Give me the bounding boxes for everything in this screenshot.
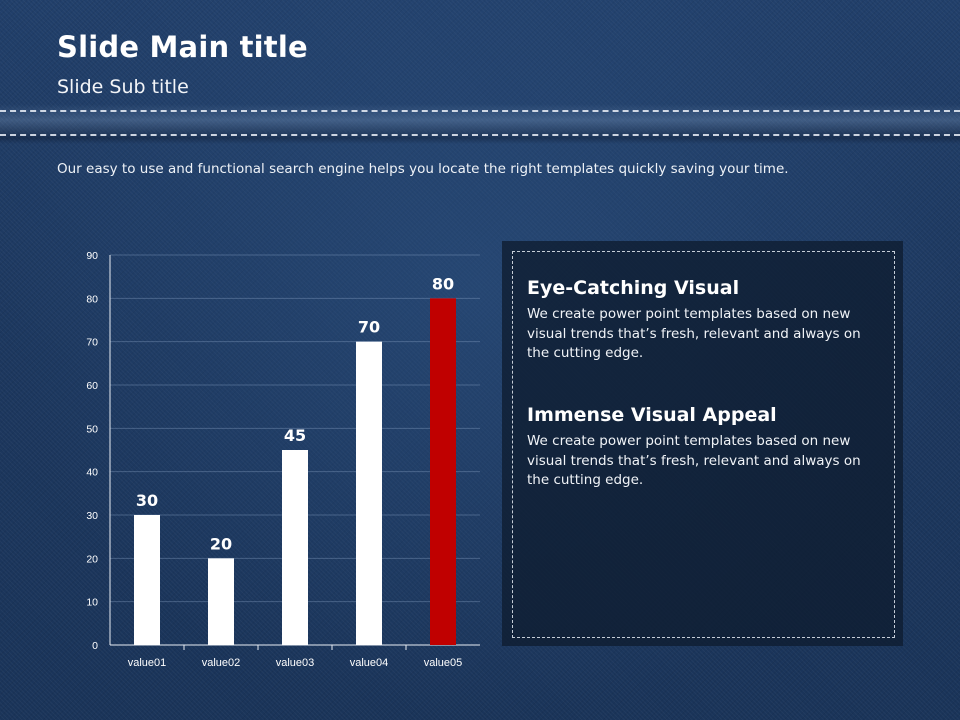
y-tick-label: 10 <box>86 597 98 609</box>
bar-value03 <box>282 450 308 645</box>
y-tick-label: 30 <box>86 510 98 522</box>
x-tick-label: value04 <box>350 657 389 669</box>
x-tick-label: value02 <box>202 657 241 669</box>
data-label: 45 <box>284 426 306 445</box>
x-tick-label: value03 <box>276 657 315 669</box>
slide-description: Our easy to use and functional search en… <box>57 161 789 177</box>
bar-value04 <box>356 341 382 645</box>
y-tick-label: 90 <box>86 250 98 262</box>
feature-title-2: Immense Visual Appeal <box>527 404 777 426</box>
y-tick-label: 60 <box>86 380 98 392</box>
bar-value02 <box>208 558 234 645</box>
data-label: 30 <box>136 491 158 510</box>
feature-text-1: We create power point templates based on… <box>527 306 861 361</box>
x-tick-label: value01 <box>128 657 167 669</box>
feature-block-1: Eye-Catching Visual We create power poin… <box>527 277 867 364</box>
bar-value05 <box>430 298 456 645</box>
y-tick-label: 20 <box>86 553 98 565</box>
x-tick-label: value05 <box>424 657 463 669</box>
data-label: 20 <box>210 534 232 553</box>
data-label: 80 <box>432 274 454 293</box>
info-panel: Eye-Catching Visual We create power poin… <box>502 241 903 646</box>
y-tick-label: 40 <box>86 467 98 479</box>
slide-title: Slide Main title <box>57 30 308 64</box>
y-tick-label: 70 <box>86 337 98 349</box>
bar-value01 <box>134 515 160 645</box>
feature-title-1: Eye-Catching Visual <box>527 277 740 299</box>
feature-text-2: We create power point templates based on… <box>527 433 861 488</box>
stitch-line-bottom <box>0 134 960 136</box>
y-tick-label: 80 <box>86 293 98 305</box>
data-label: 70 <box>358 318 380 337</box>
feature-block-2: Immense Visual Appeal We create power po… <box>527 404 867 491</box>
stitch-line-top <box>0 110 960 112</box>
y-tick-label: 0 <box>92 640 98 652</box>
panel-dashed-border <box>512 251 895 638</box>
slide-subtitle: Slide Sub title <box>57 76 189 98</box>
y-tick-label: 50 <box>86 423 98 435</box>
